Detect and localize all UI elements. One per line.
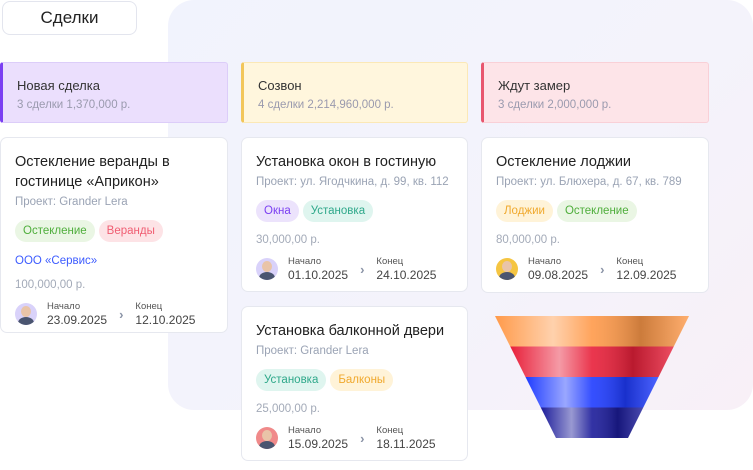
deal-card[interactable]: Установка балконной двери Проект: Grande… bbox=[241, 306, 468, 461]
deal-project: Проект: ул. Ягодчкина, д. 99, кв. 112 bbox=[256, 176, 449, 188]
end-date: 12.09.2025 bbox=[616, 268, 677, 282]
avatar bbox=[496, 258, 518, 280]
column-summary: 3 сделки 1,370,000 р. bbox=[17, 99, 131, 111]
column-header-awaiting-measure[interactable]: Ждут замер 3 сделки 2,000,000 р. bbox=[481, 62, 709, 123]
end-date: 12.10.2025 bbox=[135, 313, 196, 327]
column-name: Созвон bbox=[258, 78, 302, 93]
deal-price: 80,000,00 р. bbox=[496, 234, 560, 246]
tag: Окна bbox=[256, 200, 299, 222]
end-label: Конец bbox=[135, 301, 163, 312]
column-summary: 4 сделки 2,214,960,000 р. bbox=[258, 99, 394, 111]
chevron-right-icon: › bbox=[119, 306, 124, 322]
column-summary: 3 сделки 2,000,000 р. bbox=[498, 99, 612, 111]
avatar bbox=[256, 258, 278, 280]
avatar bbox=[15, 303, 37, 325]
end-label: Конец bbox=[376, 256, 404, 267]
chevron-right-icon: › bbox=[600, 261, 605, 277]
deal-title: Остекление веранды в гостинице «Априкон» bbox=[15, 154, 170, 190]
tag: Балконы bbox=[330, 369, 394, 391]
funnel-layer bbox=[525, 377, 659, 408]
start-date: 09.08.2025 bbox=[528, 268, 589, 282]
tag: Установка bbox=[256, 369, 327, 391]
deals-title-button[interactable]: Сделки bbox=[2, 1, 137, 35]
chevron-right-icon: › bbox=[360, 430, 365, 446]
column-name: Новая сделка bbox=[17, 78, 100, 93]
column-header-new-deal[interactable]: Новая сделка 3 сделки 1,370,000 р. bbox=[0, 62, 228, 123]
start-label: Начало bbox=[288, 425, 322, 436]
start-date: 15.09.2025 bbox=[288, 437, 349, 451]
deal-card[interactable]: Остекление лоджии Проект: ул. Блюхера, д… bbox=[481, 137, 709, 293]
deal-title: Установка балконной двери bbox=[256, 323, 445, 339]
start-label: Начало bbox=[288, 256, 322, 267]
column-header-call[interactable]: Созвон 4 сделки 2,214,960,000 р. bbox=[241, 62, 468, 123]
deal-title: Остекление лоджии bbox=[496, 154, 632, 170]
end-date: 18.11.2025 bbox=[376, 437, 436, 451]
deal-card[interactable]: Остекление веранды в гостинице «Априкон»… bbox=[0, 137, 228, 333]
end-label: Конец bbox=[616, 256, 644, 267]
tag: Остекление bbox=[556, 200, 637, 222]
tag: Установка bbox=[302, 200, 374, 222]
start-date: 01.10.2025 bbox=[288, 268, 349, 282]
chevron-right-icon: › bbox=[360, 261, 365, 277]
deal-project: Проект: ул. Блюхера, д. 67, кв. 789 bbox=[496, 176, 682, 188]
funnel-illustration bbox=[495, 316, 689, 438]
deal-price: 30,000,00 р. bbox=[256, 234, 320, 246]
funnel-layer bbox=[510, 346, 674, 377]
column-name: Ждут замер bbox=[498, 78, 571, 93]
organization-link[interactable]: ООО «Сервис» bbox=[15, 255, 98, 267]
deal-project: Проект: Grander Lera bbox=[15, 196, 128, 208]
deal-title: Установка окон в гостиную bbox=[256, 154, 437, 170]
avatar bbox=[256, 427, 278, 449]
start-label: Начало bbox=[528, 256, 562, 267]
deal-card[interactable]: Установка окон в гостиную Проект: ул. Яг… bbox=[241, 137, 468, 292]
tag: Веранды bbox=[98, 220, 163, 242]
deal-price: 25,000,00 р. bbox=[256, 403, 320, 415]
start-date: 23.09.2025 bbox=[47, 313, 108, 327]
deal-project: Проект: Grander Lera bbox=[256, 345, 369, 357]
deal-price: 100,000,00 р. bbox=[15, 279, 86, 291]
tag: Лоджии bbox=[496, 200, 553, 222]
end-date: 24.10.2025 bbox=[376, 268, 437, 282]
funnel-layer bbox=[540, 407, 644, 438]
funnel-layer bbox=[495, 316, 689, 347]
start-label: Начало bbox=[47, 301, 81, 312]
end-label: Конец bbox=[376, 425, 404, 436]
tag: Остекление bbox=[15, 220, 95, 242]
